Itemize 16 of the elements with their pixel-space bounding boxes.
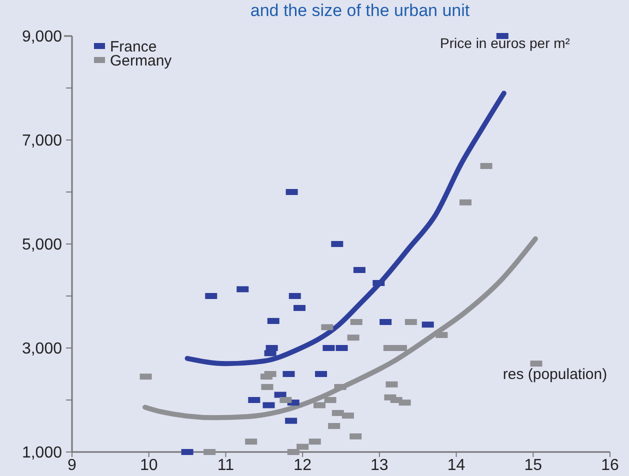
y-tick-label: 3,000 [22,340,62,358]
x-tick-label: 14 [447,457,466,474]
y-tick-label: 9,000 [22,28,62,46]
x-tick-label: 9 [68,457,77,474]
x-tick-label: 16 [601,457,619,474]
x-tick-label: 11 [217,457,234,474]
chart-title: and the size of the urban unit [250,1,470,20]
y-tick-label: 7,000 [22,132,62,150]
x-tick-label: 15 [524,457,542,474]
y-tick-label: 1,000 [22,444,62,462]
y-axis-title: Price in euros per m² [440,35,570,51]
y-tick-label: 5,000 [22,236,62,254]
x-axis-title: res (population) [502,366,608,384]
x-tick-label: 13 [370,457,388,474]
x-tick-label: 10 [140,457,158,474]
x-tick-label: 12 [294,457,312,474]
